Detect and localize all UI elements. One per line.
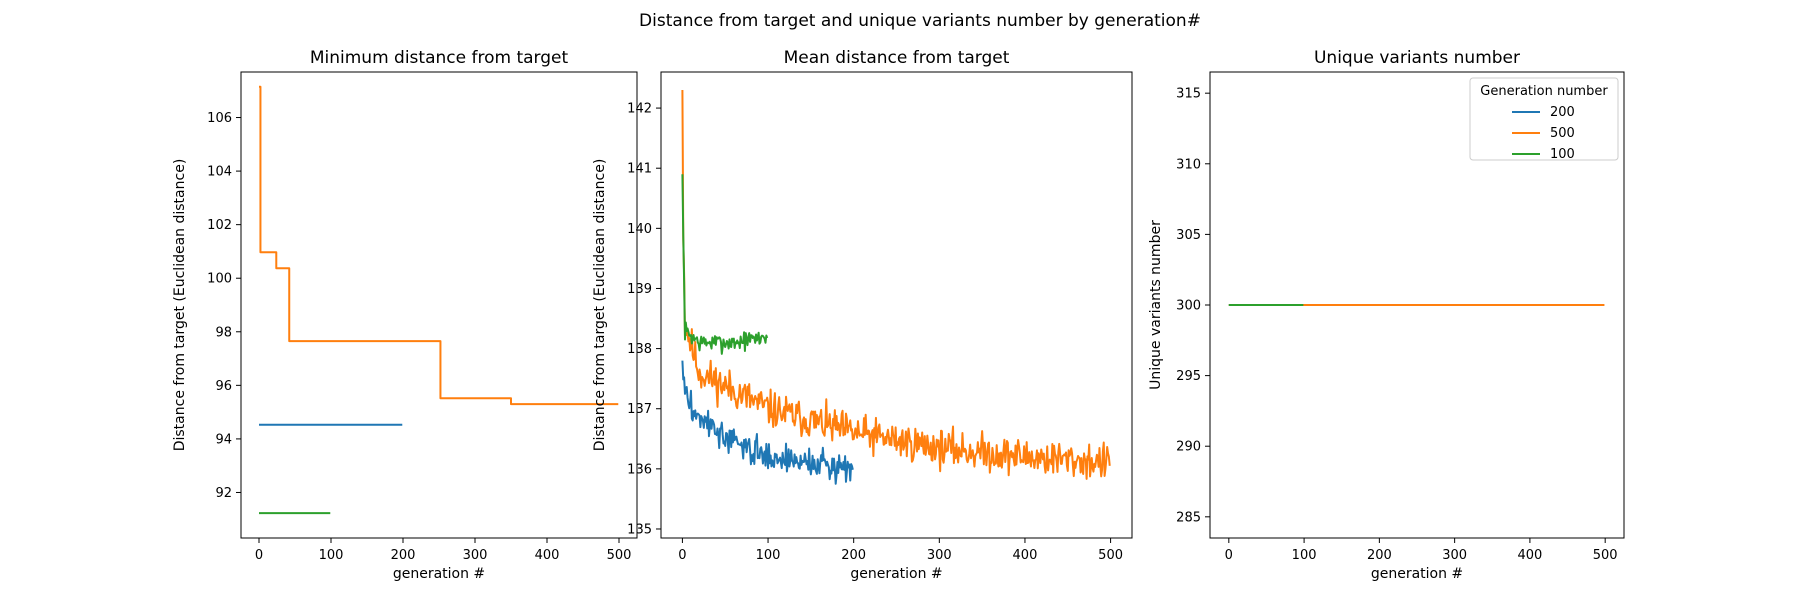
y-tick-label: 135 (627, 522, 652, 537)
chart-title: Mean distance from target (784, 48, 1010, 68)
x-axis-label: generation # (850, 566, 942, 582)
y-tick-label: 285 (1176, 510, 1201, 525)
x-tick-label: 0 (255, 548, 263, 563)
y-axis-label: Unique variants number (1148, 220, 1164, 390)
x-tick-label: 500 (607, 548, 632, 563)
x-tick-label: 400 (535, 548, 560, 563)
x-tick-label: 0 (678, 548, 686, 563)
x-tick-label: 400 (1517, 548, 1542, 563)
axes-frame (661, 72, 1132, 538)
y-tick-label: 100 (207, 272, 232, 287)
y-tick-label: 92 (215, 486, 232, 501)
y-tick-label: 94 (215, 432, 232, 447)
x-tick-label: 400 (1013, 548, 1038, 563)
series-line-500 (682, 90, 1109, 479)
series-line-100 (682, 174, 767, 354)
y-tick-label: 102 (207, 218, 232, 233)
y-tick-label: 98 (215, 325, 232, 340)
x-tick-label: 0 (1225, 548, 1233, 563)
y-tick-label: 138 (627, 342, 652, 357)
y-axis-label: Distance from target (Euclidean distance… (172, 159, 188, 452)
y-tick-label: 142 (627, 102, 652, 117)
legend-title: Generation number (1480, 84, 1608, 99)
y-tick-label: 136 (627, 462, 652, 477)
x-tick-label: 100 (319, 548, 344, 563)
y-tick-label: 140 (627, 222, 652, 237)
y-tick-label: 139 (627, 282, 652, 297)
y-tick-label: 315 (1176, 87, 1201, 102)
charts-group: 0 100 200 300 400 500 92 94 96 98 100 102 104 106 Mini… (172, 48, 1624, 582)
series-line-500 (259, 87, 618, 404)
x-tick-label: 300 (927, 548, 952, 563)
chart-title: Unique variants number (1314, 48, 1520, 68)
y-tick-label: 290 (1176, 440, 1201, 455)
figure-title: Distance from target and unique variants… (639, 11, 1201, 31)
legend: Generation number 200 500 100 (1470, 78, 1618, 162)
y-tick-label: 141 (627, 162, 652, 177)
axes-frame (241, 72, 637, 538)
y-tick-label: 104 (207, 165, 232, 180)
x-tick-label: 100 (756, 548, 781, 563)
x-tick-label: 500 (1098, 548, 1123, 563)
y-tick-label: 106 (207, 111, 232, 126)
x-tick-label: 300 (1442, 548, 1467, 563)
chart-panel-2: 0 100 200 300 400 500 135 136 137 138 139 140 141 142… (592, 48, 1132, 582)
y-tick-label: 300 (1176, 299, 1201, 314)
x-tick-label: 200 (841, 548, 866, 563)
x-tick-label: 100 (1292, 548, 1317, 563)
y-tick-label: 96 (215, 379, 232, 394)
legend-entry-100: 100 (1550, 147, 1575, 162)
legend-entry-200: 200 (1550, 105, 1575, 120)
y-tick-label: 295 (1176, 369, 1201, 384)
x-tick-label: 200 (1367, 548, 1392, 563)
y-tick-label: 310 (1176, 157, 1201, 172)
x-axis-label: generation # (1371, 566, 1463, 582)
y-axis-label: Distance from target (Euclidean distance… (592, 159, 608, 452)
y-tick-label: 137 (627, 402, 652, 417)
legend-entry-500: 500 (1550, 126, 1575, 141)
y-tick-label: 305 (1176, 228, 1201, 243)
x-tick-label: 300 (463, 548, 488, 563)
chart-panel-3: 0 100 200 300 400 500 285 290 295 300 305 310 315 Uni… (1148, 48, 1624, 582)
x-tick-label: 200 (391, 548, 416, 563)
x-tick-label: 500 (1593, 548, 1618, 563)
chart-panel-1: 0 100 200 300 400 500 92 94 96 98 100 102 104 106 Mini… (172, 48, 637, 582)
x-axis-label: generation # (393, 566, 485, 582)
chart-title: Minimum distance from target (310, 48, 569, 68)
